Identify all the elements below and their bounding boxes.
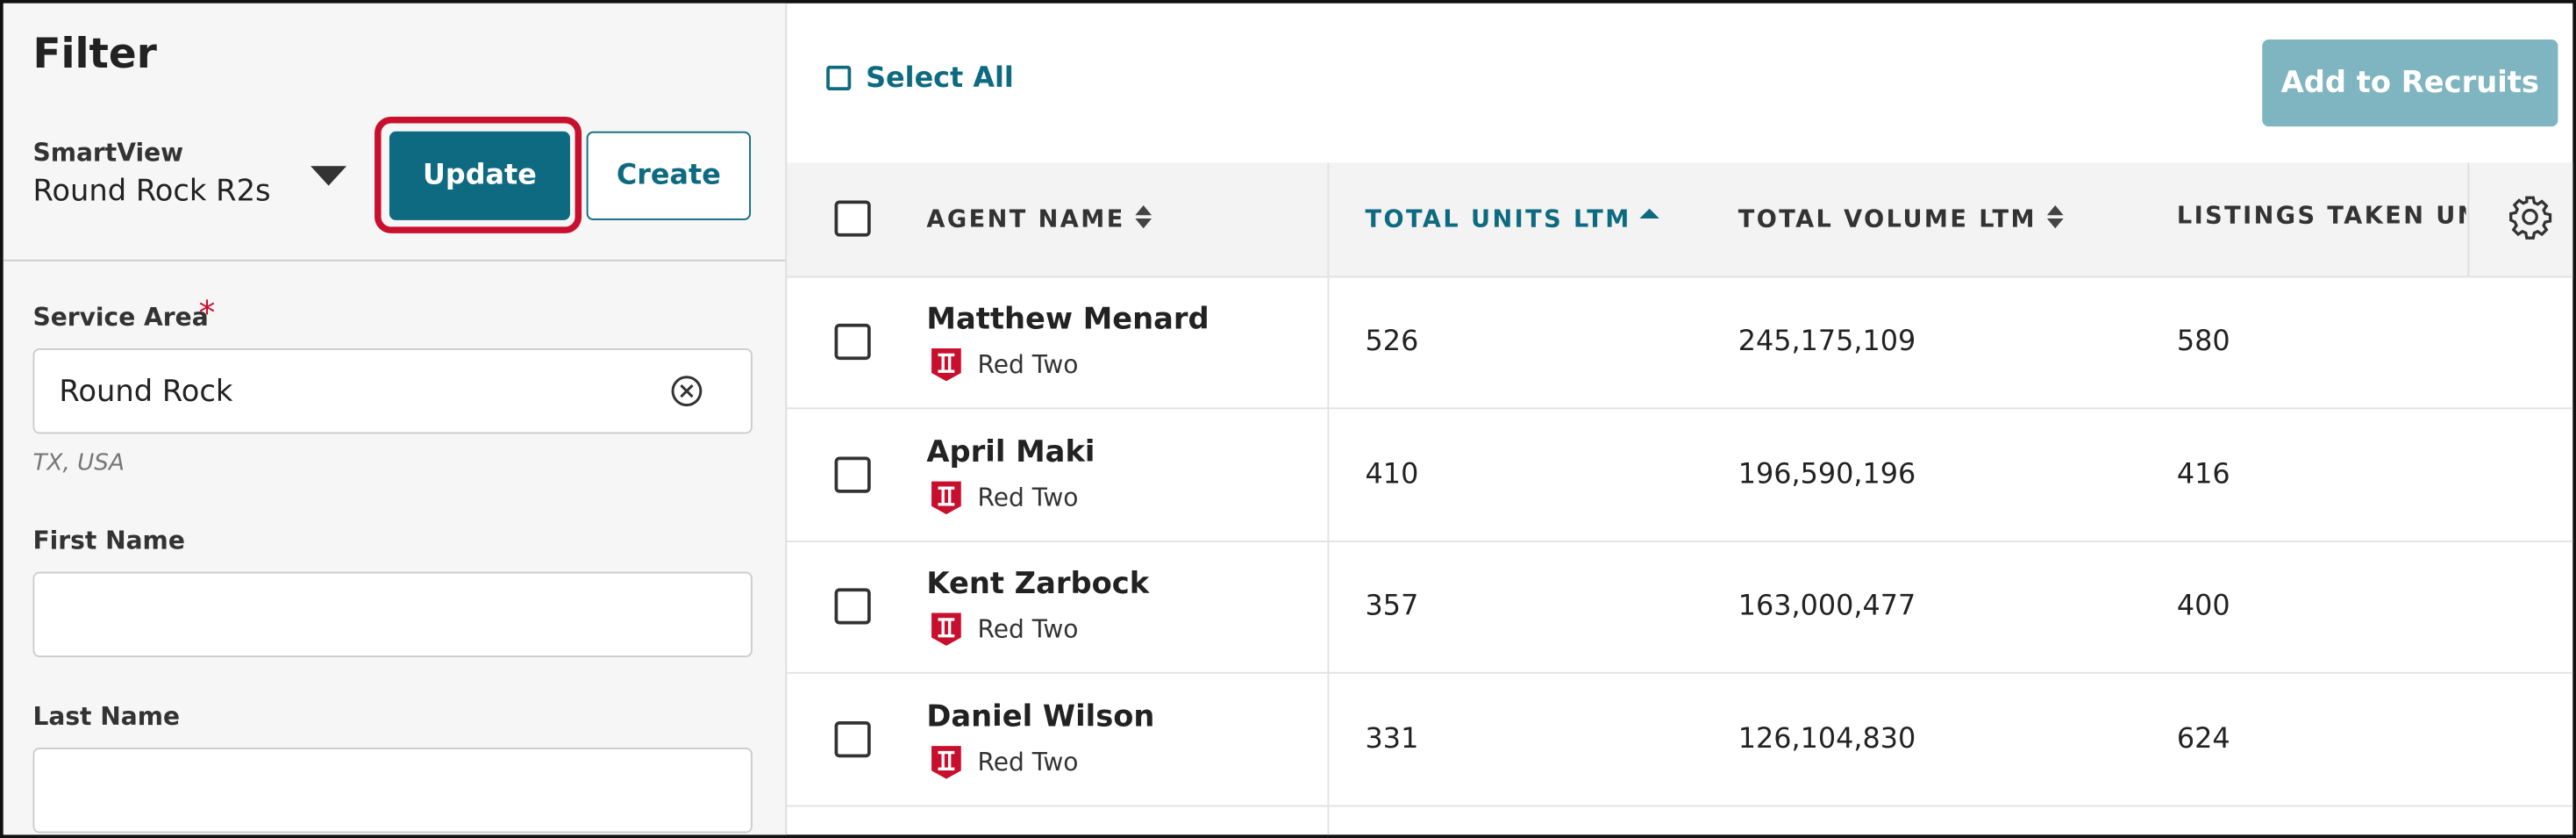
column-header[interactable]: AGENT NAME — [926, 204, 1152, 233]
column-header-text: AGENT NAME — [926, 206, 1125, 233]
agent-name[interactable]: Matthew Menard — [926, 302, 1210, 337]
column-header-text: TOTAL VOLUME LTM — [1738, 206, 2037, 233]
row-checkbox[interactable] — [834, 588, 871, 625]
settings-icon[interactable] — [2507, 194, 2552, 240]
total-units: 410 — [1365, 457, 1419, 491]
filter-panel: Filter SmartView Round Rock R2s Update C… — [3, 3, 788, 835]
brokerage: Red Two — [977, 614, 1079, 645]
total-volume: 126,104,830 — [1738, 721, 1916, 756]
total-units: 331 — [1365, 721, 1419, 756]
column-header-text: LISTINGS TAKEN UN — [2176, 204, 2466, 231]
row-checkbox[interactable] — [834, 455, 871, 492]
required-mark: * — [198, 292, 216, 333]
agent-name[interactable]: April Maki — [926, 434, 1095, 469]
table-row — [787, 673, 2573, 806]
listings-taken: 416 — [2176, 457, 2230, 491]
sort-icon — [1639, 208, 1659, 219]
divider — [2467, 162, 2470, 276]
column-header[interactable]: TOTAL UNITS LTM — [1366, 204, 1659, 233]
service-area-hint: TX, USA — [32, 450, 125, 477]
table-row — [787, 541, 2573, 674]
row-checkbox[interactable] — [834, 720, 871, 757]
smartview-label: SmartView — [32, 138, 184, 168]
dropdown-arrow[interactable] — [310, 166, 347, 186]
column-header[interactable]: TOTAL VOLUME LTM — [1738, 204, 2065, 233]
update-button[interactable]: Update — [389, 131, 570, 220]
brokerage-badge — [931, 745, 961, 778]
total-volume: 245,175,109 — [1738, 325, 1916, 359]
filter-title: Filter — [32, 29, 157, 78]
clear-icon[interactable] — [670, 375, 703, 407]
select-all-checkbox[interactable] — [826, 65, 852, 90]
service-area-value: Round Rock — [59, 374, 233, 410]
column-divider — [1327, 162, 1330, 835]
brokerage-badge — [931, 612, 961, 646]
listings-taken: 400 — [2176, 590, 2230, 623]
service-area-label: Service Area — [32, 302, 209, 333]
header-checkbox[interactable] — [834, 200, 871, 237]
divider — [3, 259, 786, 261]
table-row — [787, 408, 2573, 541]
table-row — [787, 276, 2573, 410]
add-to-recruits-button[interactable]: Add to Recruits — [2262, 39, 2558, 127]
sort-icon — [1134, 205, 1152, 229]
last-name-label: Last Name — [32, 701, 181, 732]
service-area-input[interactable] — [32, 347, 753, 434]
total-volume: 163,000,477 — [1738, 590, 1916, 623]
last-name-input[interactable] — [32, 747, 753, 834]
highlight — [375, 116, 582, 233]
create-button[interactable]: Create — [586, 131, 752, 220]
table-header — [787, 162, 2573, 278]
total-units: 526 — [1365, 325, 1419, 359]
agent-name[interactable]: Daniel Wilson — [926, 698, 1155, 734]
first-name-input[interactable] — [32, 571, 753, 657]
select-all-label[interactable]: Select All — [866, 62, 1014, 96]
brokerage: Red Two — [977, 482, 1079, 512]
agent-name[interactable]: Kent Zarbock — [926, 567, 1150, 602]
brokerage-badge — [931, 347, 961, 382]
sort-icon — [2046, 205, 2063, 229]
listings-taken: 624 — [2176, 721, 2230, 756]
column-header[interactable]: LISTINGS TAKEN UN — [2177, 204, 2466, 230]
brokerage: Red Two — [977, 349, 1079, 380]
smartview-value[interactable]: Round Rock R2s — [32, 174, 271, 209]
column-header-text: TOTAL UNITS LTM — [1365, 206, 1631, 233]
first-name-label: First Name — [32, 526, 185, 555]
listings-taken: 580 — [2176, 325, 2230, 359]
brokerage: Red Two — [977, 747, 1079, 777]
total-volume: 196,590,196 — [1738, 457, 1916, 491]
brokerage-badge — [931, 480, 961, 514]
total-units: 357 — [1365, 590, 1419, 623]
row-checkbox[interactable] — [834, 323, 871, 361]
